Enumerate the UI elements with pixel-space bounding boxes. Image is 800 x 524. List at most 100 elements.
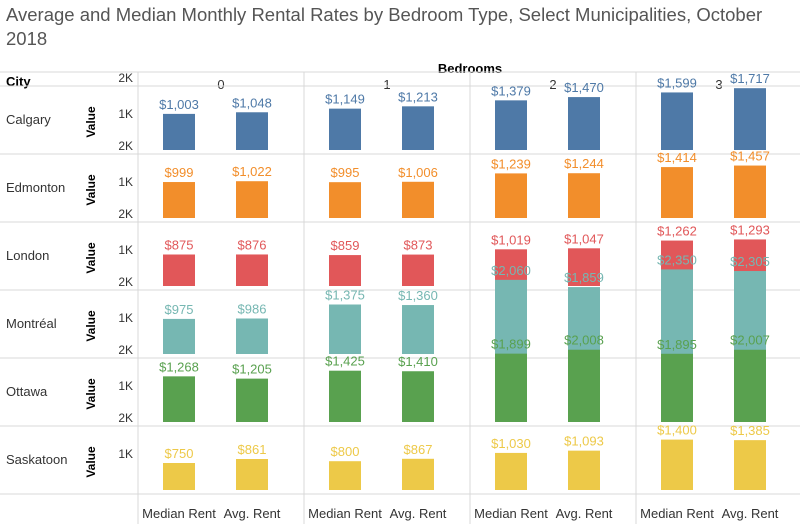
bar-saskatoon-2-1 <box>568 450 600 490</box>
data-label: $1,599 <box>657 75 697 90</box>
y-tick-label: 1K <box>118 175 133 189</box>
bar-montral-0-1 <box>236 318 268 354</box>
data-label: $750 <box>165 446 194 461</box>
x-measure-label: Median Rent <box>308 506 382 521</box>
y-axis-label: Value <box>84 310 98 342</box>
bar-ottawa-3-0 <box>661 353 693 422</box>
bedroom-header: 2 <box>549 77 556 92</box>
bar-montral-2-1 <box>568 287 600 354</box>
data-label: $1,244 <box>564 156 604 171</box>
bar-london-2-1 <box>568 248 600 286</box>
data-label: $1,149 <box>325 92 365 107</box>
data-label: $1,213 <box>398 89 438 104</box>
y-tick-label: 1K <box>118 107 133 121</box>
bar-ottawa-3-1 <box>734 349 766 422</box>
bar-ottawa-0-1 <box>236 378 268 422</box>
x-measure-label: Avg. Rent <box>556 506 613 521</box>
data-label: $1,470 <box>564 80 604 95</box>
bar-calgary-3-1 <box>734 88 766 150</box>
data-label: $1,400 <box>657 423 697 438</box>
bar-ottawa-2-0 <box>495 353 527 422</box>
x-measure-label: Avg. Rent <box>224 506 281 521</box>
data-label: $1,205 <box>232 362 272 377</box>
bedroom-header: 0 <box>217 77 224 92</box>
data-label: $2,305 <box>730 254 770 269</box>
data-label: $1,410 <box>398 354 438 369</box>
bar-montral-3-1 <box>734 271 766 354</box>
data-label: $1,899 <box>491 337 531 352</box>
bar-calgary-3-0 <box>661 92 693 150</box>
bar-edmonton-0-1 <box>236 181 268 218</box>
data-label: $875 <box>165 238 194 253</box>
data-label: $1,360 <box>398 288 438 303</box>
data-label: $867 <box>404 442 433 457</box>
data-label: $1,375 <box>325 288 365 303</box>
data-label: $975 <box>165 302 194 317</box>
data-label: $1,379 <box>491 83 531 98</box>
data-label: $1,385 <box>730 423 770 438</box>
bar-calgary-1-1 <box>402 106 434 150</box>
bar-ottawa-1-0 <box>329 370 361 422</box>
bar-calgary-2-1 <box>568 97 600 150</box>
data-label: $1,414 <box>657 150 697 165</box>
bar-london-0-1 <box>236 254 268 286</box>
bar-london-1-0 <box>329 255 361 286</box>
city-label: Calgary <box>6 112 51 127</box>
bar-saskatoon-0-0 <box>163 463 195 490</box>
y-tick-label: 2K <box>118 343 133 357</box>
data-label: $2,008 <box>564 333 604 348</box>
data-label: $1,425 <box>325 354 365 369</box>
data-label: $1,022 <box>232 164 272 179</box>
bar-edmonton-1-0 <box>329 182 361 218</box>
city-label: Edmonton <box>6 180 65 195</box>
data-label: $1,019 <box>491 232 531 247</box>
y-axis-label: Value <box>84 378 98 410</box>
bar-saskatoon-3-1 <box>734 440 766 490</box>
data-label: $1,048 <box>232 95 272 110</box>
data-label: $1,262 <box>657 224 697 239</box>
y-tick-label: 1K <box>118 379 133 393</box>
y-tick-label: 1K <box>118 447 133 461</box>
bar-montral-1-1 <box>402 305 434 354</box>
data-label: $1,293 <box>730 222 770 237</box>
data-label: $1,030 <box>491 436 531 451</box>
data-label: $1,457 <box>730 149 770 164</box>
bar-montral-1-0 <box>329 304 361 354</box>
data-label: $873 <box>404 238 433 253</box>
y-tick-label: 2K <box>118 71 133 85</box>
city-label: Montréal <box>6 316 57 331</box>
data-label: $1,006 <box>398 165 438 180</box>
y-axis-label: Value <box>84 242 98 274</box>
data-label: $1,003 <box>159 97 199 112</box>
y-tick-label: 1K <box>118 311 133 325</box>
y-tick-label: 2K <box>118 275 133 289</box>
data-label: $1,895 <box>657 337 697 352</box>
data-label: $861 <box>238 442 267 457</box>
bar-calgary-2-0 <box>495 100 527 150</box>
row-header-city: City <box>6 74 31 89</box>
city-label: Ottawa <box>6 384 48 399</box>
bar-london-1-1 <box>402 254 434 286</box>
y-tick-label: 1K <box>118 243 133 257</box>
x-measure-label: Avg. Rent <box>390 506 447 521</box>
bar-saskatoon-1-0 <box>329 461 361 490</box>
y-axis-label: Value <box>84 446 98 478</box>
bar-edmonton-3-1 <box>734 165 766 218</box>
x-measure-label: Median Rent <box>142 506 216 521</box>
bar-london-0-0 <box>163 254 195 286</box>
data-label: $1,093 <box>564 434 604 449</box>
data-label: $999 <box>165 165 194 180</box>
bar-saskatoon-0-1 <box>236 459 268 490</box>
bar-calgary-0-1 <box>236 112 268 150</box>
bedroom-header: 1 <box>383 77 390 92</box>
bar-ottawa-0-0 <box>163 376 195 422</box>
data-label: $1,239 <box>491 156 531 171</box>
y-axis-label: Value <box>84 174 98 206</box>
data-label: $1,859 <box>564 270 604 285</box>
data-label: $800 <box>331 444 360 459</box>
data-label: $2,007 <box>730 333 770 348</box>
x-measure-label: Median Rent <box>640 506 714 521</box>
bar-saskatoon-1-1 <box>402 458 434 490</box>
y-tick-label: 2K <box>118 139 133 153</box>
data-label: $1,047 <box>564 231 604 246</box>
